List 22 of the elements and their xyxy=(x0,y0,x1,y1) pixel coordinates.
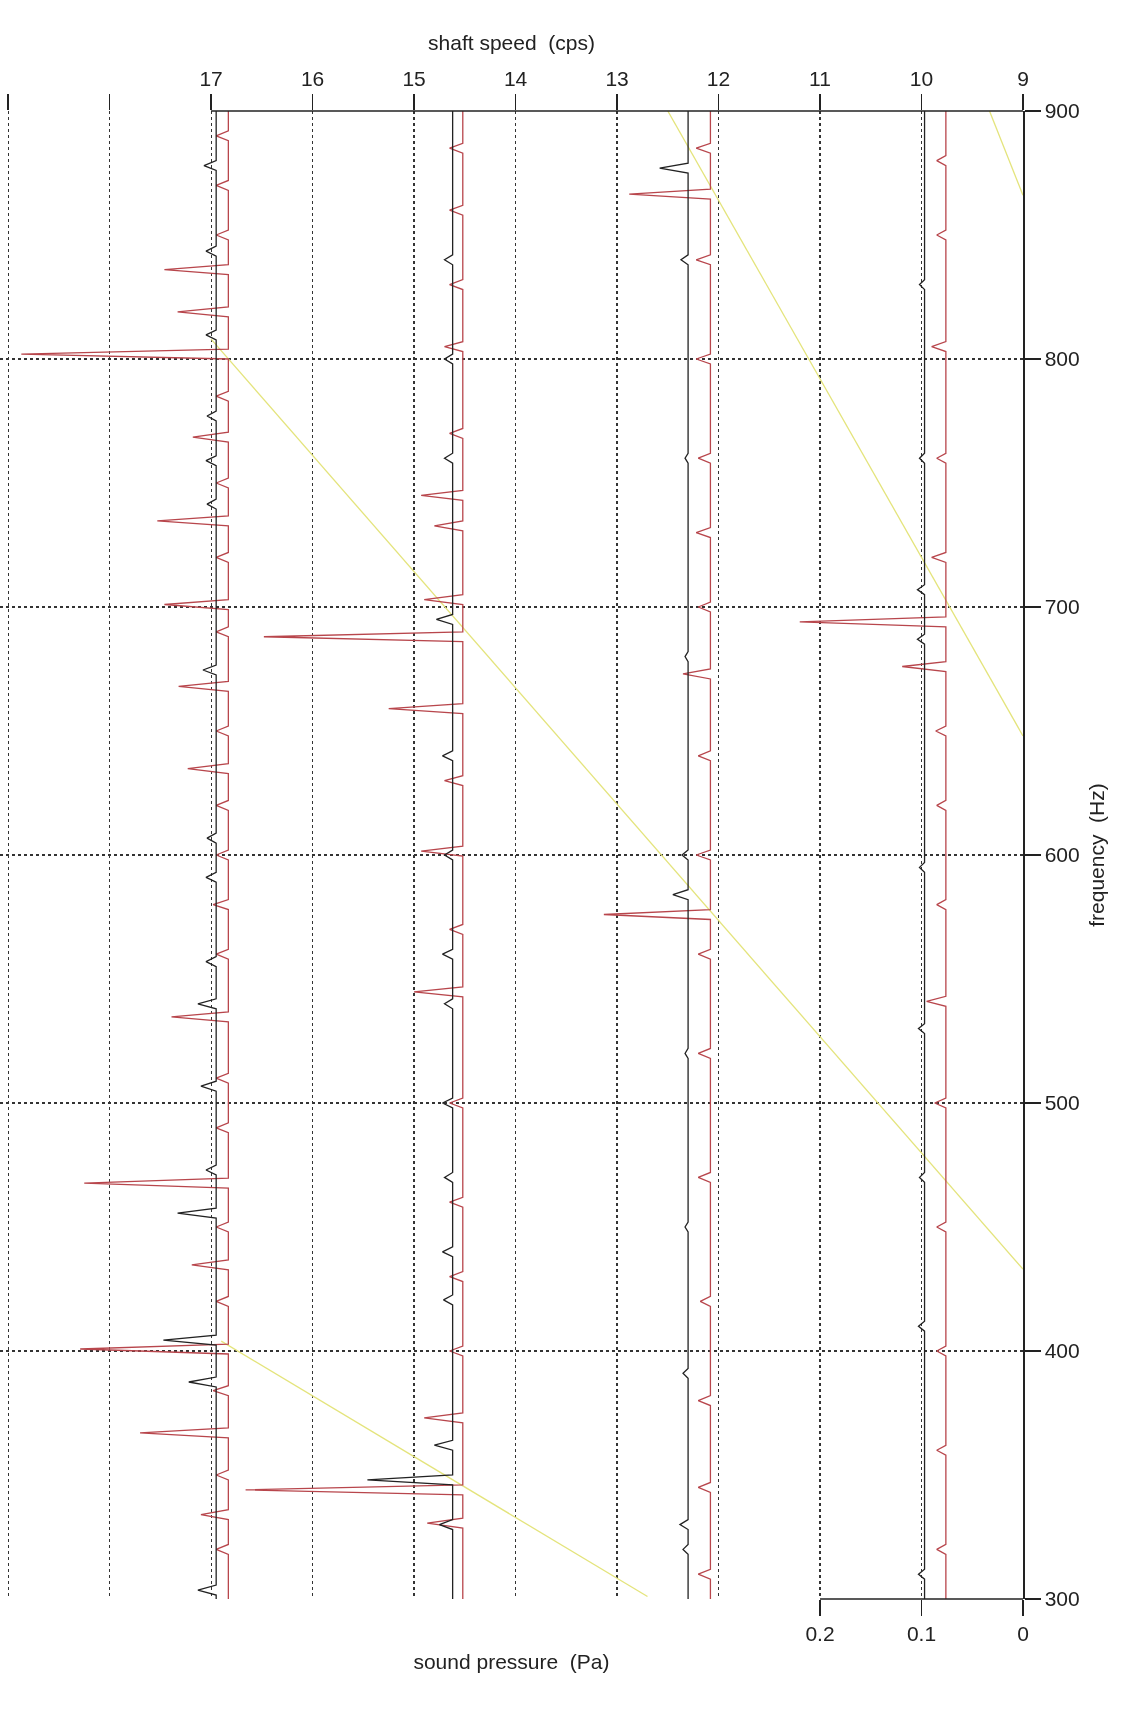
x2-tick-label: 12 xyxy=(706,66,731,90)
y-axis-title: frequency (Hz) xyxy=(1084,783,1108,927)
x2-tick-label: 15 xyxy=(402,66,426,90)
x2-tick-label: 17 xyxy=(199,66,223,90)
y-tick-label: 900 xyxy=(1044,99,1080,123)
x-tick-label: 0.2 xyxy=(805,1622,835,1646)
y-tick-label: 700 xyxy=(1044,595,1080,619)
y-tick-label: 300 xyxy=(1044,1587,1080,1611)
x2-tick-label: 16 xyxy=(300,66,325,90)
x2-axis-title: shaft speed (cps) xyxy=(428,30,595,54)
x2-tick-label: 14 xyxy=(503,66,528,90)
x2-tick-label: 9 xyxy=(1017,66,1029,90)
y-tick-label: 500 xyxy=(1044,1091,1080,1115)
x2-tick-label: 13 xyxy=(605,66,629,90)
y-tick-label: 800 xyxy=(1044,347,1080,371)
x-tick-label: 0 xyxy=(1017,1622,1029,1646)
x2-tick-label: 11 xyxy=(809,66,831,90)
y-tick-label: 400 xyxy=(1044,1339,1080,1363)
x-axis-title: sound pressure (Pa) xyxy=(413,1650,610,1674)
y-tick-label: 600 xyxy=(1044,843,1080,867)
x2-tick-label: 10 xyxy=(909,66,934,90)
x-tick-label: 0.1 xyxy=(906,1622,937,1646)
